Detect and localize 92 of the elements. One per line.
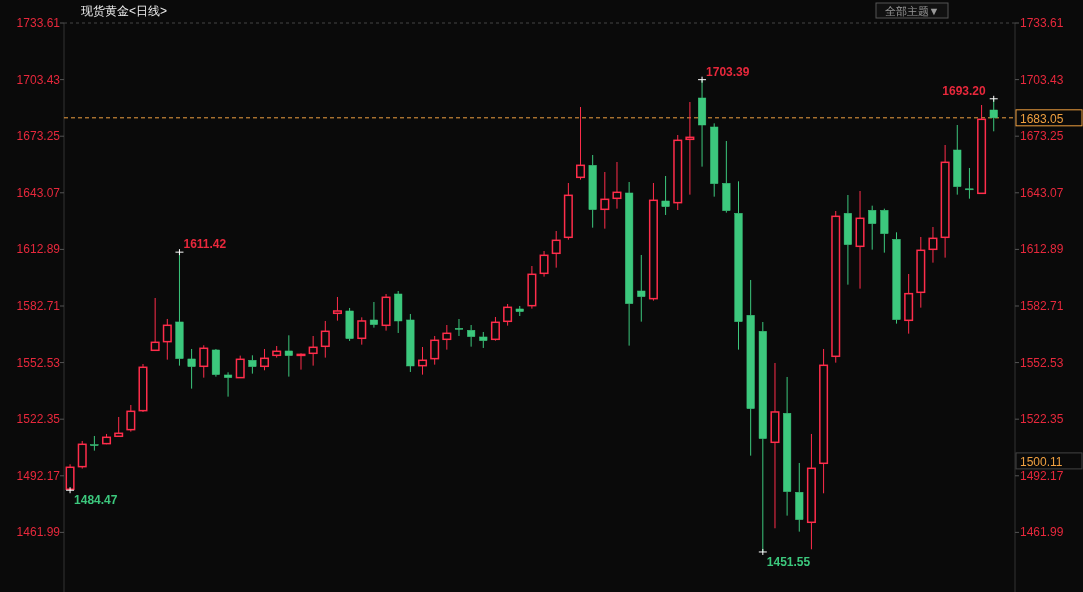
candlestick [138,363,148,412]
y-tick-label: 1492.17 [16,468,61,483]
candlestick [187,348,196,390]
candlestick [965,167,974,200]
y-tick-label: 1643.07 [16,185,61,200]
candlestick [612,161,622,210]
candlestick [479,331,488,349]
annotation: 1611.42 [183,237,227,252]
candlestick [539,250,549,278]
y2-tick-label: 1582.71 [1020,298,1064,313]
y-tick-label: 1733.61 [16,16,61,30]
candlestick [855,190,865,290]
text: 1500.11 [1020,454,1063,469]
candlestick [224,371,233,398]
y-tick-label: 1612.89 [16,242,61,257]
ref-line-label: 1683.05 [1020,111,1064,126]
candlestick [551,230,561,269]
candlestick [648,182,658,302]
y-tick-label: 1673.25 [16,129,61,144]
y2-tick-label: 1522.35 [1020,412,1064,427]
candlestick [770,362,780,529]
y2-tick-label: 1703.43 [1020,72,1064,87]
candlestick [625,181,634,347]
candlestick [953,124,962,196]
candlestick [661,175,670,216]
candlestick [150,297,160,352]
candlestick [977,104,987,195]
candlestick [430,335,440,366]
candlestick [868,205,877,251]
y-tick-label: 1582.71 [16,298,61,313]
candlestick [819,348,829,494]
candlestick [211,349,220,378]
y-tick-label: 1522.35 [16,412,61,427]
candlestick [357,316,367,346]
candlestick [673,134,683,211]
candlestick [806,433,816,550]
y2-tick-label: 1461.99 [1020,525,1064,540]
candlestick [369,301,378,329]
candlestick [734,180,743,351]
candlestick [746,279,755,457]
candlestick [527,265,537,310]
candlestick [685,101,695,196]
candlestick [831,210,841,364]
candlestick [296,353,306,371]
y-tick-label: 1461.99 [16,525,61,540]
y2-tick-label: 1673.25 [1020,129,1064,144]
candlestick [940,144,950,259]
candlestick [880,208,889,254]
candlestick [576,106,586,181]
candlestick [563,182,573,241]
y2-tick-label: 1492.17 [1020,468,1064,483]
candlestick [454,318,463,337]
candlestick [637,254,646,323]
y2-tick-label: 1643.07 [1020,185,1064,200]
candlestick [722,140,731,214]
candlestick [442,324,452,351]
y2-tick-label: 1733.61 [1020,16,1064,30]
annotation: 1703.39 [706,64,750,79]
candlestick [332,296,342,322]
candlestick [843,194,852,286]
candlestick [600,171,610,230]
candlestick [588,154,597,229]
candlestick [248,354,257,375]
candlestick [795,462,804,533]
candlestick [904,273,914,335]
candlestick [199,344,209,379]
candlestick [783,376,792,517]
candlestick [90,435,99,452]
candlestick [77,440,87,470]
candlestick [467,324,476,348]
candlestick [320,320,330,359]
annotation: 1484.47 [74,493,118,508]
candlestick [710,122,719,198]
candlestick [892,231,901,325]
candlestick [284,334,293,378]
candlestick [381,293,391,332]
candlestick [928,226,938,264]
candlestick [126,404,136,433]
candlestick [916,236,926,309]
candlestick [260,348,270,371]
candlestick [114,416,124,438]
candlestick [308,335,318,367]
annotation: 1693.20 [942,83,987,98]
candlestick [162,318,172,361]
chart-title: 现货黄金<日线> [81,4,168,18]
y-tick-label: 1703.43 [16,72,61,87]
text: 全部主题▼ [884,5,940,17]
y-tick-label: 1552.53 [16,355,61,370]
y2-tick-label: 1612.89 [1020,242,1064,257]
y2-tick-label: 1552.53 [1020,355,1064,370]
annotation: 1451.55 [766,554,811,569]
candlestick [418,346,428,376]
